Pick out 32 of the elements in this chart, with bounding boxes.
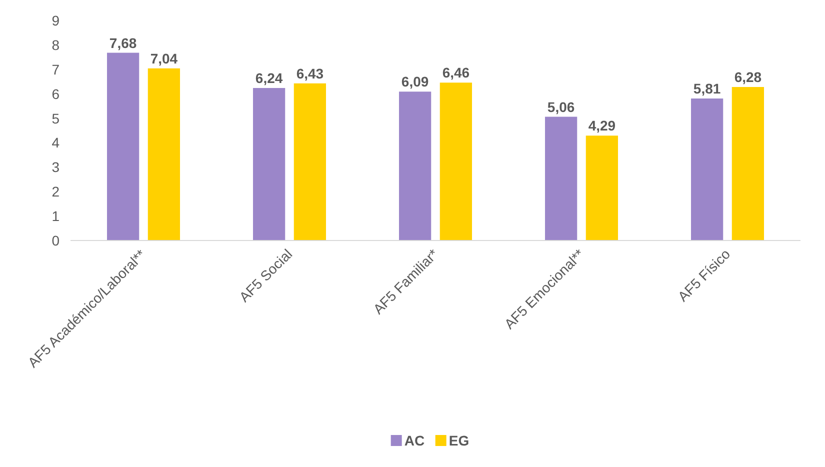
data-label: 7,68 [109, 34, 137, 51]
y-tick-label: 3 [52, 159, 60, 176]
bar [545, 116, 578, 240]
legend-label: EG [448, 432, 470, 448]
data-label: 5,06 [547, 98, 575, 115]
y-tick-label: 2 [52, 184, 60, 200]
data-label: 6,46 [442, 64, 470, 81]
bar [586, 136, 618, 240]
bar [107, 52, 140, 240]
bar [399, 92, 432, 240]
legend-label: AC [404, 432, 425, 448]
data-label: 5,81 [693, 80, 721, 96]
data-label: 7,04 [150, 50, 178, 66]
data-label: 6,43 [296, 65, 324, 82]
bar [732, 86, 764, 240]
bar [691, 98, 724, 240]
y-tick-label: 4 [52, 134, 60, 151]
y-tick-label: 1 [52, 208, 60, 224]
data-label: 6,24 [255, 70, 283, 86]
data-label: 6,28 [734, 68, 762, 85]
y-tick-label: 0 [52, 232, 60, 248]
y-tick-label: 8 [52, 36, 60, 53]
data-label: 6,09 [401, 74, 429, 90]
y-tick-label: 7 [52, 61, 60, 78]
data-label: 4,29 [588, 118, 616, 134]
bar [294, 83, 326, 240]
y-tick-label: 5 [52, 110, 60, 126]
bar [253, 88, 286, 240]
y-tick-label: 6 [52, 86, 60, 102]
y-tick-label: 9 [52, 12, 60, 28]
bar [440, 82, 472, 240]
bar [148, 68, 180, 240]
